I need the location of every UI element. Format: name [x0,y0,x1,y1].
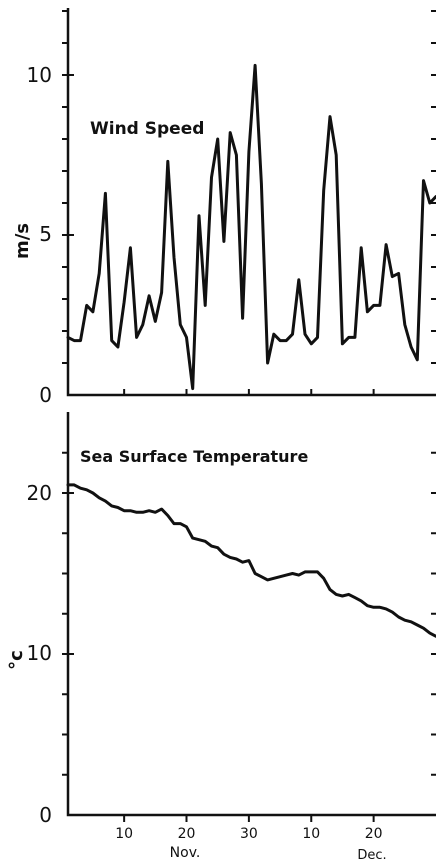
x-tick-label: 20 [178,826,196,842]
wind-speed-ytick-label-0: 0 [39,383,52,407]
sst-y-axis-label: °c [6,650,27,670]
sst-title: Sea Surface Temperature [80,447,308,466]
wind-speed-axis-frame [66,8,436,397]
sst-ytick-label-0: 0 [39,803,52,827]
wind-speed-panel: 10 5 0 m/s Wind Speed [12,8,436,407]
sst-ytick-label-20: 20 [27,481,52,505]
wind-speed-series-line [66,63,436,391]
sst-axis-frame [66,412,436,817]
wind-speed-y-axis-label: m/s [12,223,33,259]
x-axis-ticks: 10 20 30 10 20 [115,389,383,842]
wind-speed-ytick-label-5: 5 [39,222,52,246]
x-tick-label: 10 [115,826,133,842]
x-month-label-dec: Dec. [357,848,386,862]
x-month-label-nov: Nov. [170,845,201,861]
wind-speed-title: Wind Speed [90,119,204,139]
sst-panel: 20 10 0 °c Sea Surface Temperature [6,412,436,827]
sst-ytick-label-10: 10 [27,641,52,665]
x-tick-label: 30 [240,826,258,842]
wind-speed-ytick-label-10: 10 [27,63,52,87]
sst-series-line [66,483,436,638]
sst-y-ticks [62,451,436,776]
x-tick-label: 10 [302,826,320,842]
x-tick-label: 20 [365,826,383,842]
